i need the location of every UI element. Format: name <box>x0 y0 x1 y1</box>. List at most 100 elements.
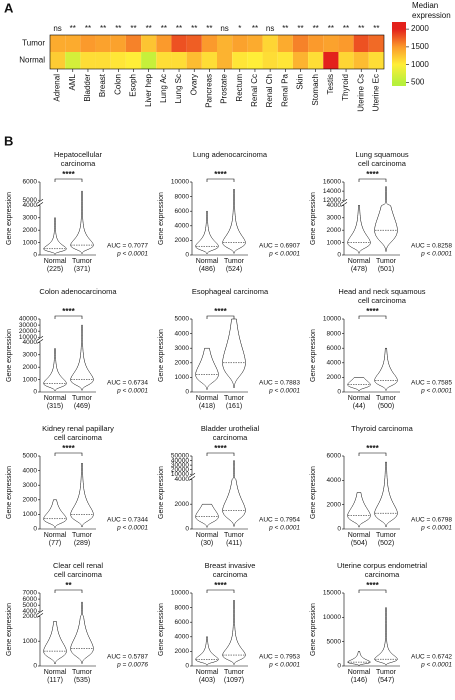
auc-label: AUC = 0.7077 <box>107 243 148 250</box>
group-count: (524) <box>226 266 242 273</box>
chart-title: cell carcinoma <box>358 296 407 305</box>
significance: ** <box>373 24 379 33</box>
y-tick-label: 1000 <box>175 374 190 381</box>
y-tick-label: 5000 <box>23 197 38 204</box>
heat-cell <box>262 35 278 52</box>
y-tick-label: 0 <box>33 663 37 670</box>
y-axis-title: Gene expression <box>158 192 165 245</box>
group-count: (502) <box>378 540 394 547</box>
significance: **** <box>62 170 75 179</box>
y-tick-label: 0 <box>185 389 189 396</box>
colorbar-title: Median <box>412 1 438 10</box>
group-count: (403) <box>199 677 215 684</box>
y-tick-label: 10000 <box>171 590 189 597</box>
y-tick-label: 4000 <box>23 467 38 474</box>
significance-bracket <box>54 178 83 182</box>
violin <box>70 463 94 528</box>
violin <box>347 651 371 666</box>
chart-title: carcinoma <box>365 570 400 579</box>
group-count: (146) <box>351 677 367 684</box>
significance: ** <box>343 24 349 33</box>
significance: **** <box>214 307 227 316</box>
significance: ** <box>176 24 182 33</box>
heat-cell <box>247 35 263 52</box>
y-tick-label: 2000 <box>175 237 190 244</box>
category-label: Colon <box>113 74 122 95</box>
category-label: Testis <box>326 74 335 94</box>
heat-cell <box>262 52 278 69</box>
heat-cell <box>110 52 126 69</box>
y-tick-label: 4000 <box>327 477 342 484</box>
heat-cell <box>141 52 157 69</box>
y-tick-label: 6000 <box>23 179 38 186</box>
heat-cell <box>65 52 81 69</box>
auc-label: AUC = 0.7883 <box>259 380 300 387</box>
heat-cell <box>308 52 324 69</box>
y-axis-title: Gene expression <box>6 466 13 519</box>
violin <box>347 492 371 528</box>
y-tick-label: 1000 <box>23 239 38 246</box>
heat-cell <box>323 52 339 69</box>
heat-cell <box>338 52 354 69</box>
auc-label: AUC = 0.8258 <box>411 243 452 250</box>
y-tick-label: 6000 <box>175 619 190 626</box>
chart-title: carcinoma <box>213 433 248 442</box>
violin <box>43 348 67 391</box>
heat-cell <box>95 35 111 52</box>
y-axis-title: Gene expression <box>158 603 165 656</box>
y-tick-label: 5000 <box>327 638 342 645</box>
y-tick-label: 2000 <box>23 364 38 371</box>
significance: ns <box>266 24 274 33</box>
chart-title: Breast invasive <box>205 561 256 570</box>
significance: **** <box>214 581 227 590</box>
y-tick-label: 4000 <box>175 634 190 641</box>
y-tick-label: 6000 <box>327 345 342 352</box>
auc-label: AUC = 0.6742 <box>411 654 452 661</box>
category-label: Renal Ch <box>265 74 274 107</box>
panel-label: B <box>4 133 13 148</box>
heat-cell <box>156 35 172 52</box>
category-label: Stomach <box>311 74 320 106</box>
violin <box>195 636 219 666</box>
y-tick-label: 3000 <box>175 345 190 352</box>
y-tick-label: 30000 <box>171 462 189 469</box>
x-tick-label: Normal <box>196 395 219 402</box>
category-label: AML <box>68 73 77 90</box>
violin <box>195 503 219 528</box>
heat-cell <box>186 35 202 52</box>
x-tick-label: Normal <box>196 258 219 265</box>
chart-title: Bladder urothelial <box>201 424 260 433</box>
y-tick-label: 30000 <box>19 322 37 329</box>
x-tick-label: Tumor <box>224 258 245 265</box>
violin <box>222 318 246 388</box>
significance: ** <box>70 24 76 33</box>
group-count: (77) <box>49 540 61 547</box>
y-tick-label: 16000 <box>323 179 341 186</box>
axis-break <box>340 202 348 207</box>
heat-cell <box>217 52 233 69</box>
heat-cell <box>125 35 142 52</box>
y-axis-title: Gene expression <box>158 466 165 519</box>
heat-cell <box>201 35 217 52</box>
colorbar <box>392 22 406 86</box>
y-tick-label: 4000 <box>327 202 342 209</box>
x-tick-label: Normal <box>348 669 371 676</box>
y-tick-label: 40000 <box>171 457 189 464</box>
significance-bracket <box>54 452 83 456</box>
violin <box>70 601 94 664</box>
group-count: (225) <box>47 266 63 273</box>
significance: ** <box>85 24 91 33</box>
category-label: Renal Cc <box>250 74 259 107</box>
colorbar-label: 1000 <box>411 60 429 69</box>
y-tick-label: 0 <box>337 663 341 670</box>
y-tick-label: 15000 <box>323 590 341 597</box>
y-tick-label: 12000 <box>323 197 341 204</box>
y-tick-label: 4000 <box>23 608 38 615</box>
category-label: Uterine Cs <box>356 74 365 112</box>
group-count: (411) <box>226 540 242 547</box>
y-tick-label: 0 <box>185 252 189 259</box>
chart-title: Clear cell renal <box>53 561 103 570</box>
y-tick-label: 0 <box>33 526 37 533</box>
violin <box>374 607 398 666</box>
heat-cell <box>368 35 384 52</box>
